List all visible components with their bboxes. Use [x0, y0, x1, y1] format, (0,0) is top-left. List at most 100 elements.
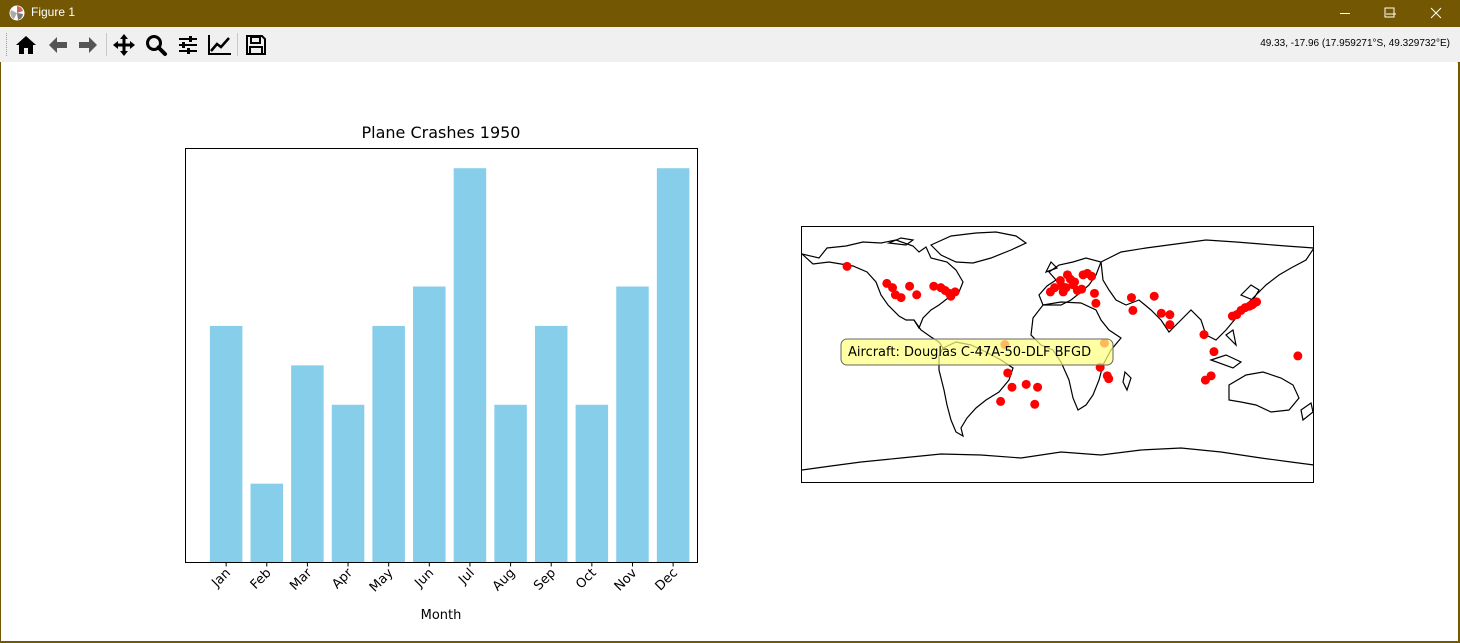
bar-may [372, 325, 405, 563]
tooltip-text: Aircraft: Douglas C-47A-50-DLF BFGD [848, 345, 1091, 360]
bar-jul [453, 168, 487, 563]
x-tick-label: Sep [531, 566, 559, 594]
crash-marker[interactable] [1209, 347, 1219, 357]
x-axis-label: Month [421, 608, 462, 623]
map-axes-frame [801, 226, 1314, 483]
figure-svg[interactable]: Plane Crashes 1950 Jan Feb Mar Apr May Jun Jul… [1, 62, 1457, 640]
crash-marker[interactable] [950, 287, 960, 297]
x-tick-label: Jan [208, 566, 233, 591]
crash-marker[interactable] [1104, 374, 1114, 384]
edit-axes-button[interactable] [205, 32, 233, 58]
x-tick-label: Feb [248, 566, 275, 593]
toolbar-separator [237, 33, 238, 56]
crash-marker[interactable] [1033, 382, 1043, 392]
crash-marker[interactable] [1156, 308, 1166, 318]
bar-aug [494, 404, 527, 563]
bar-oct [575, 404, 609, 563]
crash-marker[interactable] [888, 283, 898, 293]
back-icon [49, 37, 67, 53]
pan-button[interactable] [110, 32, 138, 58]
crash-marker[interactable] [1165, 310, 1175, 320]
configure-subplots-icon [179, 36, 197, 54]
tooltip: Aircraft: Douglas C-47A-50-DLF BFGD [840, 338, 1114, 366]
toolbar-grip [6, 33, 9, 56]
crash-marker[interactable] [905, 281, 915, 291]
configure-subplots-button[interactable] [174, 32, 202, 58]
crash-marker[interactable] [1199, 330, 1209, 340]
crash-marker[interactable] [1061, 283, 1071, 293]
maximize-button[interactable] [1367, 0, 1413, 27]
minimize-button-2[interactable] [1322, 0, 1368, 27]
maximize-icon [1384, 7, 1395, 18]
x-tick-label: Nov [612, 566, 641, 595]
x-ticks-group: Jan Feb Mar Apr May Jun Jul Aug Sep Oct Nov Dec [208, 562, 681, 596]
bar-jan [209, 325, 243, 563]
x-tick-label: May [367, 566, 397, 596]
window-border-right [1458, 62, 1460, 643]
window-border-bottom [0, 641, 1460, 643]
crash-marker[interactable] [1128, 305, 1138, 315]
minimize-icon [1340, 13, 1350, 14]
crash-marker[interactable] [842, 261, 852, 271]
window-titlebar: Figure 1 [0, 0, 1460, 27]
crash-marker[interactable] [1165, 320, 1175, 330]
save-icon [246, 35, 266, 55]
crash-marker[interactable] [1007, 382, 1017, 392]
cursor-coordinates: 49.33, -17.96 (17.959271°S, 49.329732°E) [1260, 38, 1450, 49]
save-button[interactable] [242, 32, 270, 58]
crash-marker[interactable] [1149, 291, 1159, 301]
x-tick-label: Apr [329, 565, 356, 592]
bar-chart: Plane Crashes 1950 Jan Feb Mar Apr May Jun Jul… [185, 123, 698, 623]
home-icon [16, 36, 36, 54]
crash-marker[interactable] [1293, 351, 1303, 361]
zoom-button[interactable] [142, 32, 170, 58]
crash-marker[interactable] [929, 281, 939, 291]
figure-canvas[interactable]: Plane Crashes 1950 Jan Feb Mar Apr May Jun Jul… [1, 62, 1457, 640]
crash-markers [842, 261, 1303, 409]
bar-jun [413, 286, 446, 563]
crash-marker[interactable] [1200, 375, 1210, 385]
navigation-toolbar: 49.33, -17.96 (17.959271°S, 49.329732°E) [0, 27, 1460, 63]
coastlines [802, 231, 1314, 471]
forward-icon [79, 37, 97, 53]
x-tick-label: Oct [573, 566, 600, 593]
x-tick-label: Jul [455, 566, 477, 588]
bar-dec [656, 168, 690, 563]
crash-marker[interactable] [896, 293, 906, 303]
tooltip-box [840, 338, 1114, 366]
window-border-left [0, 62, 1, 643]
x-tick-label: Aug [490, 566, 519, 595]
forward-button[interactable] [74, 32, 102, 58]
x-tick-label: Dec [653, 566, 681, 594]
crash-marker[interactable] [1021, 379, 1031, 389]
crash-marker[interactable] [1003, 368, 1013, 378]
bar-axes-frame [185, 148, 698, 563]
x-tick-label: Jun [411, 566, 437, 592]
crash-marker[interactable] [1030, 399, 1040, 409]
crash-marker[interactable] [1077, 284, 1087, 294]
bar-mar [291, 365, 324, 563]
bar-sep [534, 325, 568, 563]
close-icon [1430, 7, 1442, 19]
zoom-icon [146, 35, 167, 56]
bar-nov [616, 286, 649, 563]
crash-marker[interactable] [996, 396, 1006, 406]
matplotlib-icon [9, 5, 25, 21]
toolbar-separator [106, 33, 107, 56]
pan-icon [113, 34, 135, 56]
crash-marker[interactable] [1050, 283, 1060, 293]
home-button[interactable] [12, 32, 40, 58]
close-button[interactable] [1413, 0, 1459, 27]
window-title: Figure 1 [31, 5, 76, 19]
edit-axes-icon [208, 35, 231, 55]
crash-marker[interactable] [1126, 293, 1136, 303]
crash-marker[interactable] [912, 290, 922, 300]
crash-marker[interactable] [1087, 271, 1097, 281]
crash-marker[interactable] [1089, 288, 1099, 298]
crash-marker[interactable] [1252, 297, 1262, 307]
crash-marker[interactable] [1070, 277, 1080, 287]
bar-apr [331, 404, 365, 563]
bar-feb [250, 483, 284, 563]
back-button[interactable] [44, 32, 72, 58]
crash-marker[interactable] [1091, 298, 1101, 308]
